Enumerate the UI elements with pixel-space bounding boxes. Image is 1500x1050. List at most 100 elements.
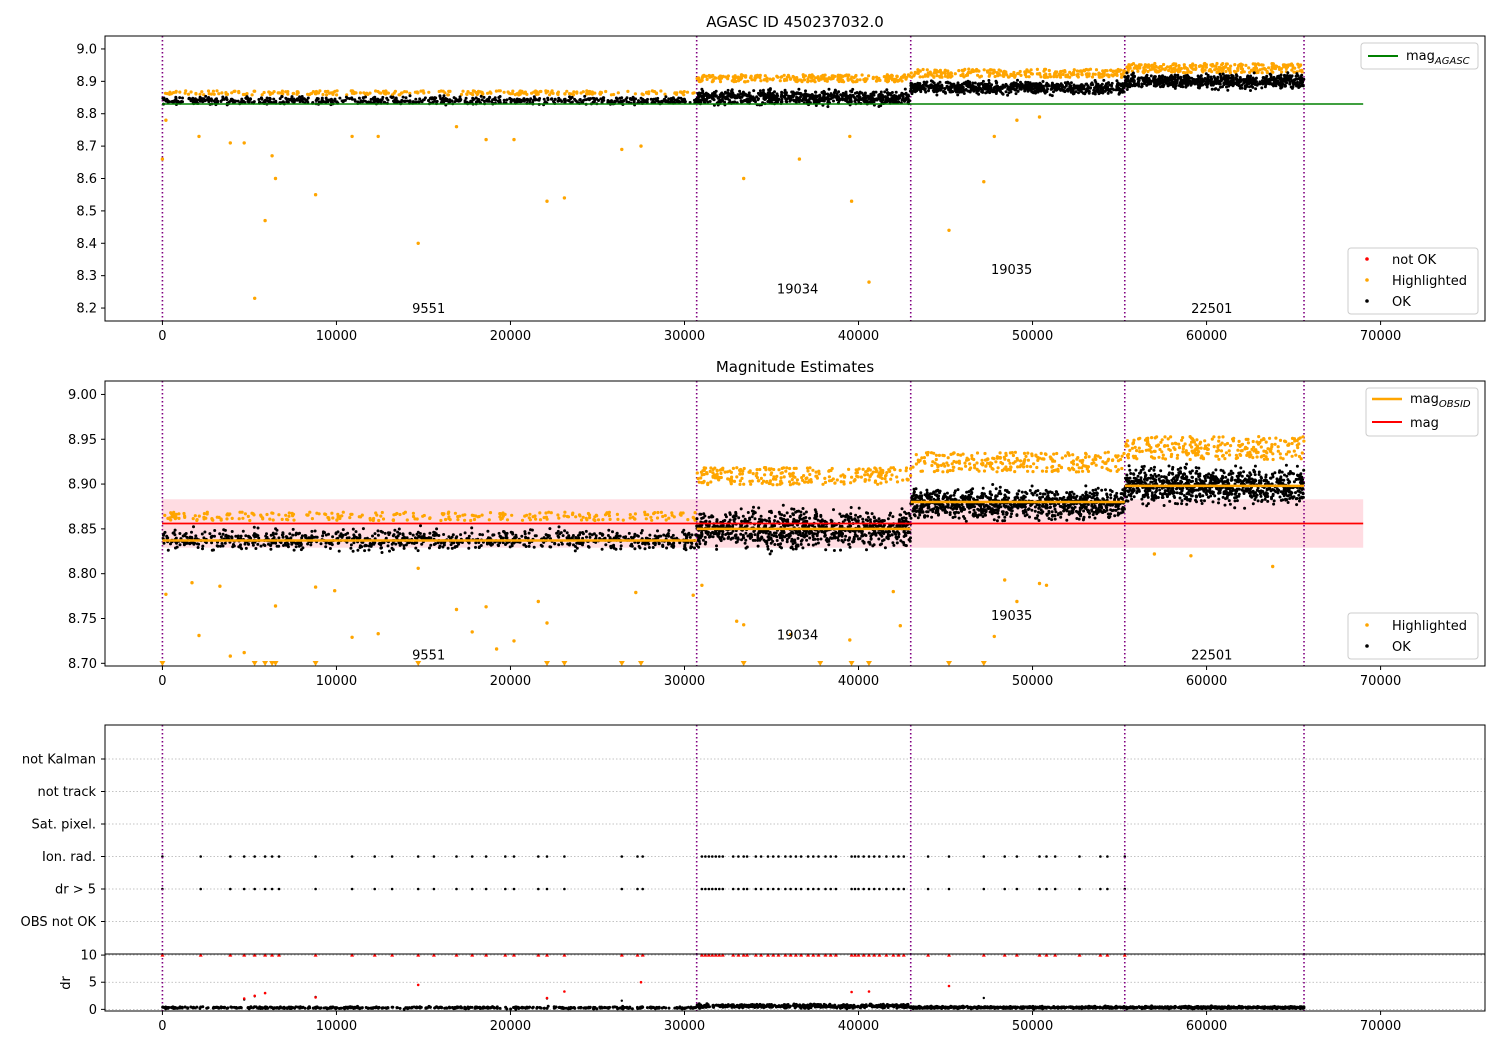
ok-point	[993, 85, 997, 89]
highlighted-point	[1044, 72, 1048, 76]
highlighted-point	[1135, 449, 1139, 453]
obsid-label: 22501	[1191, 302, 1232, 317]
ok-point	[401, 95, 405, 99]
highlighted-point	[1010, 73, 1014, 77]
highlighted-point	[1135, 457, 1139, 461]
highlighted-point	[1194, 453, 1198, 457]
highlighted-point	[833, 481, 837, 485]
ok-point	[188, 97, 192, 101]
highlighted-point	[1144, 448, 1148, 452]
highlighted-point	[842, 480, 846, 484]
ok-point	[350, 96, 354, 100]
ok-point	[398, 100, 402, 104]
highlighted-point	[1290, 436, 1295, 440]
ok-point	[376, 97, 380, 101]
ok-point	[784, 92, 788, 95]
highlighted-point	[182, 511, 186, 516]
ok-point	[1242, 81, 1246, 85]
highlighted-point	[1007, 75, 1011, 79]
highlighted-point	[1221, 62, 1225, 66]
highlighted-point	[224, 92, 228, 96]
highlighted-point	[918, 458, 922, 463]
highlighted-point	[1254, 65, 1258, 69]
highlighted-point	[1271, 63, 1275, 67]
ok-point	[458, 97, 462, 101]
highlighted-point	[511, 89, 515, 93]
ok-point	[802, 96, 806, 99]
ok-point	[408, 94, 412, 98]
highlighted-point	[1025, 464, 1029, 468]
ok-point	[932, 81, 936, 85]
highlighted-point	[253, 296, 257, 300]
ok-point	[1204, 72, 1208, 76]
ok-point	[1014, 92, 1018, 96]
ok-point	[607, 100, 611, 104]
highlighted-point	[685, 90, 690, 94]
highlighted-point	[884, 473, 888, 477]
highlighted-point	[295, 90, 299, 94]
highlighted-point	[715, 475, 720, 479]
highlighted-point	[1072, 72, 1076, 76]
ok-point	[1048, 93, 1052, 97]
highlighted-point	[718, 80, 723, 84]
ok-point	[299, 97, 303, 101]
highlighted-point	[628, 516, 632, 520]
highlighted-point	[1216, 445, 1220, 449]
highlighted-point	[1182, 65, 1187, 69]
highlighted-point	[277, 513, 281, 517]
ok-point	[812, 96, 816, 100]
highlighted-point	[1159, 65, 1163, 69]
ok-point	[956, 93, 960, 97]
highlighted-point	[871, 470, 875, 474]
highlighted-point	[398, 512, 402, 517]
ok-point	[900, 93, 904, 97]
highlighted-point	[831, 74, 835, 78]
highlighted-point	[184, 89, 188, 93]
ok-point	[1016, 78, 1019, 82]
x-tick-label: 50000	[1012, 329, 1053, 344]
ok-point	[869, 92, 873, 96]
ok-point	[508, 96, 512, 100]
ok-point	[418, 97, 422, 101]
highlighted-point	[405, 518, 409, 522]
ok-point	[1249, 89, 1252, 92]
ok-point	[214, 97, 218, 101]
ok-point	[324, 100, 328, 104]
highlighted-point	[1265, 457, 1269, 461]
ok-point	[818, 97, 822, 101]
highlighted-point	[469, 518, 473, 523]
highlighted-point	[696, 76, 701, 80]
highlighted-point	[1143, 65, 1147, 69]
highlighted-point	[729, 470, 734, 474]
ok-point	[191, 96, 195, 100]
highlighted-point	[1075, 73, 1079, 77]
ok-point	[803, 92, 807, 96]
ok-point	[259, 96, 263, 100]
highlighted-point	[874, 467, 878, 471]
ok-point	[1288, 74, 1292, 78]
highlighted-point	[1262, 66, 1266, 71]
highlighted-point	[472, 514, 476, 518]
highlighted-point	[1005, 73, 1009, 77]
highlighted-point	[1163, 435, 1167, 439]
highlighted-point	[709, 480, 713, 484]
highlighted-point	[982, 68, 986, 72]
x-tick-label: 30000	[664, 329, 705, 344]
highlighted-point	[1203, 444, 1208, 448]
ok-point	[1085, 82, 1089, 86]
highlighted-point	[1081, 469, 1085, 473]
ok-point	[1154, 84, 1158, 88]
ok-point	[300, 95, 304, 98]
highlighted-point	[734, 79, 738, 83]
highlighted-point	[923, 73, 928, 77]
ok-point	[933, 84, 937, 88]
ok-point	[1165, 80, 1169, 84]
highlighted-point	[581, 515, 585, 519]
highlighted-point	[1071, 462, 1076, 466]
highlighted-point	[784, 469, 788, 473]
highlighted-point	[1170, 67, 1174, 71]
highlighted-point	[194, 92, 198, 96]
highlighted-point	[1094, 463, 1098, 467]
ok-point	[711, 92, 714, 96]
highlighted-point	[982, 469, 987, 473]
